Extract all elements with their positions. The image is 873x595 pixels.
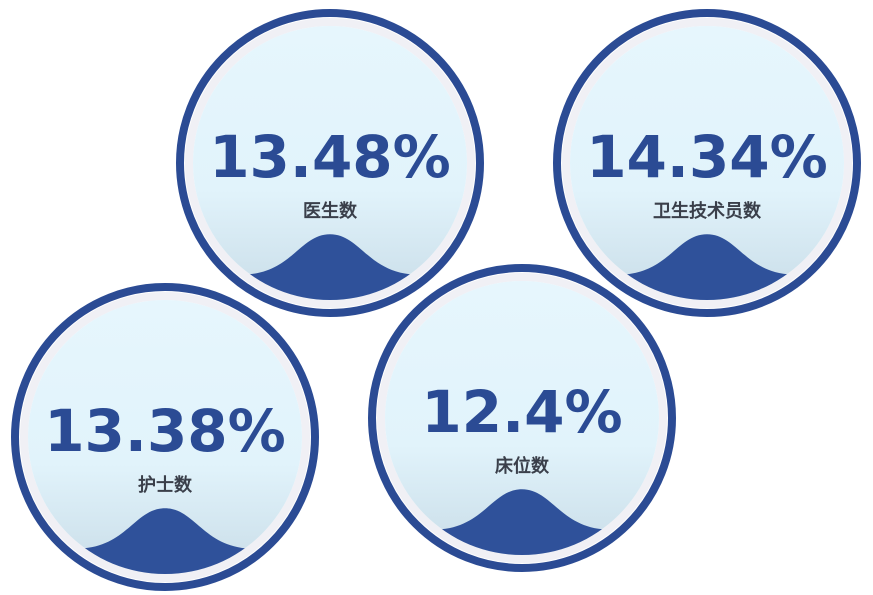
gauge-doctors: 13.48% 医生数 [180, 13, 480, 313]
gauge-value: 13.48% [209, 123, 451, 191]
gauge-value: 14.34% [586, 123, 828, 191]
gauge-label: 医生数 [303, 200, 358, 222]
gauge-beds: 12.4% 床位数 [372, 268, 672, 568]
gauge-value: 12.4% [421, 378, 622, 446]
gauge-label: 床位数 [495, 455, 550, 477]
gauge-label: 卫生技术员数 [653, 200, 762, 222]
gauge-label: 护士数 [138, 474, 193, 496]
gauge-value: 13.38% [44, 397, 286, 465]
gauge-nurses: 13.38% 护士数 [15, 287, 315, 587]
gauge-health-technicians: 14.34% 卫生技术员数 [557, 13, 857, 313]
